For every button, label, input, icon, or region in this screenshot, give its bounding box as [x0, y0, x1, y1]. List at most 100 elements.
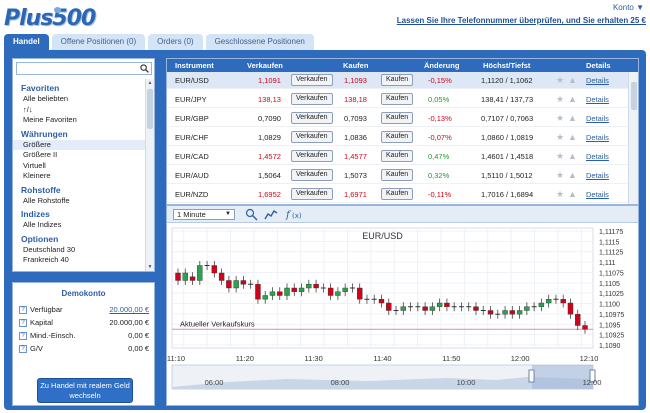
search-input[interactable]	[16, 62, 152, 75]
details-link[interactable]: Details	[586, 171, 609, 180]
candle-up	[335, 291, 341, 296]
switch-to-real-money-button[interactable]: Zu Handel mit realem Geld wechseln	[37, 378, 133, 403]
buy-button[interactable]: Kaufen	[381, 112, 414, 124]
buy-button[interactable]: Kaufen	[381, 131, 414, 143]
table-row[interactable]: EUR/JPY 138,13 Verkaufen 138,18 Kaufen 0,05% 1…	[167, 91, 629, 108]
candle-up	[516, 310, 523, 315]
buy-button[interactable]: Kaufen	[381, 169, 414, 181]
scroll-down-arrow-icon[interactable]: ▼	[147, 264, 153, 270]
category-item[interactable]: Alle Indizes	[23, 220, 62, 229]
plus500-logo: Plus500	[4, 6, 96, 32]
tab-closed-positions[interactable]: Geschlossene Positionen	[205, 34, 314, 50]
sell-button[interactable]: Verkaufen	[291, 150, 333, 162]
navigator-series	[172, 377, 593, 389]
interval-select[interactable]: 1 Minute ▼	[173, 209, 235, 220]
sell-button[interactable]: Verkaufen	[291, 188, 333, 200]
alert-bell-icon[interactable]: ▲	[568, 170, 577, 180]
details-link[interactable]: Details	[586, 95, 609, 104]
category-item[interactable]: Deutschland 30	[23, 244, 76, 254]
table-row[interactable]: EUR/CAD 1,4572 Verkaufen 1,4577 Kaufen 0,47% 1…	[167, 148, 629, 165]
tab-orders[interactable]: Orders (0)	[148, 34, 203, 50]
details-link[interactable]: Details	[586, 114, 609, 123]
scroll-up-arrow-icon[interactable]: ▲	[147, 80, 153, 86]
details-link[interactable]: Details	[586, 76, 609, 85]
scrollbar-thumb[interactable]	[631, 82, 637, 110]
sidebar-scrollbar[interactable]: ▲ ▼	[145, 79, 154, 271]
phone-verify-promo-link[interactable]: Lassen Sie Ihre Telefonnummer überprüfen…	[396, 16, 646, 25]
table-row[interactable]: EUR/GBP 0,7090 Verkaufen 0,7093 Kaufen -0,13%…	[167, 110, 629, 127]
navigator-handle-right[interactable]	[589, 369, 596, 383]
col-sell[interactable]: Verkaufen	[247, 61, 283, 70]
col-instrument[interactable]: Instrument	[175, 61, 214, 70]
table-scrollbar[interactable]	[628, 72, 638, 204]
zoom-tool-icon[interactable]	[245, 208, 259, 221]
table-row[interactable]: EUR/CHF 1,0829 Verkaufen 1,0836 Kaufen -0,07%…	[167, 129, 629, 146]
col-highlow[interactable]: Höchst/Tiefst	[483, 61, 531, 70]
category-item[interactable]: Virtuell	[23, 160, 46, 170]
help-icon[interactable]: ?	[19, 306, 27, 315]
buy-button[interactable]: Kaufen	[381, 93, 414, 105]
change-percent: 0,05%	[428, 95, 450, 104]
details-link[interactable]: Details	[586, 152, 609, 161]
instrument-name: EUR/NZD	[175, 190, 209, 199]
category-item[interactable]: Frankreich 40	[23, 255, 69, 264]
col-buy[interactable]: Kaufen	[343, 61, 369, 70]
alert-bell-icon[interactable]: ▲	[568, 113, 577, 123]
sell-button[interactable]: Verkaufen	[291, 169, 333, 181]
category-item[interactable]: Größere II	[23, 150, 58, 159]
col-details[interactable]: Details	[586, 61, 611, 70]
price-chart[interactable]: 1,11175 1,1115 1,11125 1,111 1,11075 1,1105 1,…	[167, 224, 638, 406]
star-icon[interactable]: ★	[556, 94, 565, 104]
star-icon[interactable]: ★	[556, 113, 565, 123]
category-item[interactable]: ↑/↓	[23, 104, 33, 114]
logo-bubble	[54, 7, 61, 13]
alert-bell-icon[interactable]: ▲	[568, 75, 577, 85]
account-menu[interactable]: Konto ▼	[612, 3, 644, 12]
candle-down	[291, 287, 297, 292]
candle-up	[197, 265, 203, 281]
star-icon[interactable]: ★	[556, 189, 565, 199]
sell-button[interactable]: Verkaufen	[291, 74, 333, 86]
search-icon[interactable]	[140, 64, 149, 73]
sell-button[interactable]: Verkaufen	[291, 112, 333, 124]
candle-down	[575, 314, 581, 326]
sell-button[interactable]: Verkaufen	[291, 131, 333, 143]
help-icon[interactable]: ?	[19, 319, 27, 328]
navigator-handle-left[interactable]	[528, 369, 535, 383]
available-row: ? Verfügbar 20.000,00 €	[19, 305, 149, 315]
table-row[interactable]: EUR/AUD 1,5064 Verkaufen 1,5073 Kaufen 0,32% 1…	[167, 167, 629, 184]
buy-button[interactable]: Kaufen	[381, 74, 414, 86]
navigator-tick-label: 10:00	[457, 378, 476, 387]
buy-button[interactable]: Kaufen	[381, 188, 414, 200]
col-change[interactable]: Änderung	[424, 61, 460, 70]
line-chart-icon[interactable]	[264, 208, 278, 221]
star-icon[interactable]: ★	[556, 170, 565, 180]
svg-text:(x): (x)	[292, 212, 302, 220]
star-icon[interactable]: ★	[556, 151, 565, 161]
details-link[interactable]: Details	[586, 190, 609, 199]
category-item[interactable]: Alle beliebten	[23, 94, 69, 103]
alert-bell-icon[interactable]: ▲	[568, 151, 577, 161]
alert-bell-icon[interactable]: ▲	[568, 94, 577, 104]
category-item-selected[interactable]: Größere	[13, 139, 146, 150]
indicator-function-icon[interactable]: f (x)	[285, 208, 305, 221]
scrollbar-thumb[interactable]	[147, 89, 153, 129]
sell-button[interactable]: Verkaufen	[291, 93, 333, 105]
star-icon[interactable]: ★	[556, 75, 565, 85]
available-value[interactable]: 20.000,00 €	[109, 305, 149, 314]
help-icon[interactable]: ?	[19, 345, 27, 354]
navigator-window[interactable]	[532, 365, 593, 389]
details-link[interactable]: Details	[586, 133, 609, 142]
table-row[interactable]: EUR/USD 1,1091 Verkaufen 1,1093 Kaufen -0,15%…	[167, 72, 629, 89]
category-item[interactable]: Kleinere	[23, 171, 51, 180]
help-icon[interactable]: ?	[19, 332, 27, 341]
category-item[interactable]: Meine Favoriten	[23, 115, 77, 124]
table-row[interactable]: EUR/NZD 1,6952 Verkaufen 1,6971 Kaufen -0,11%…	[167, 186, 629, 203]
buy-button[interactable]: Kaufen	[381, 150, 414, 162]
tab-open-positions[interactable]: Offene Positionen (0)	[51, 34, 146, 50]
alert-bell-icon[interactable]: ▲	[568, 189, 577, 199]
alert-bell-icon[interactable]: ▲	[568, 132, 577, 142]
category-item[interactable]: Alle Rohstoffe	[23, 195, 70, 205]
tab-handel[interactable]: Handel	[4, 34, 49, 50]
star-icon[interactable]: ★	[556, 132, 565, 142]
